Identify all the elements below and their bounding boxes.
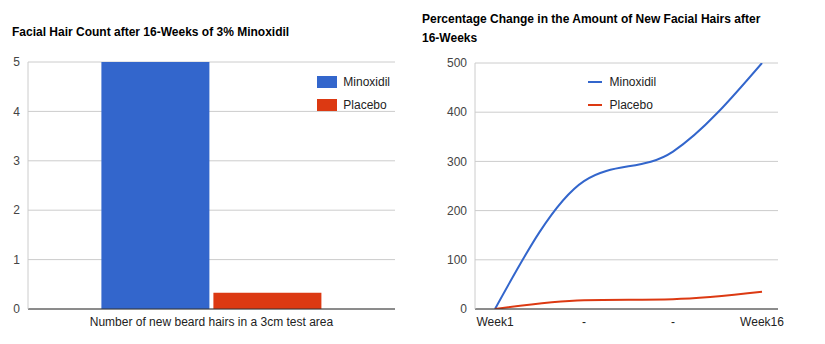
html-text:Placebo: Placebo bbox=[343, 97, 387, 112]
svg-text:Week16: Week16 bbox=[740, 315, 784, 329]
svg-text:-: - bbox=[671, 315, 675, 329]
svg-text:3: 3 bbox=[13, 154, 20, 168]
svg-text:100: 100 bbox=[447, 253, 467, 267]
svg-text:300: 300 bbox=[447, 155, 467, 169]
html-text:Minoxidil: Minoxidil bbox=[343, 74, 390, 89]
svg-text:Week1: Week1 bbox=[476, 315, 513, 329]
svg-text:1: 1 bbox=[13, 253, 20, 267]
svg-text:2: 2 bbox=[13, 203, 20, 217]
html-text:Placebo: Placebo bbox=[609, 97, 653, 112]
svg-text:-: - bbox=[582, 315, 586, 329]
html-text:Minoxidil: Minoxidil bbox=[609, 74, 657, 89]
svg-text:0: 0 bbox=[13, 302, 20, 316]
svg-text:5: 5 bbox=[13, 55, 20, 69]
svg-text:0: 0 bbox=[460, 302, 467, 316]
html-text:Facial Hair Count after 16-Wee: Facial Hair Count after 16-Weeks of 3% M… bbox=[12, 25, 290, 39]
svg-text:200: 200 bbox=[447, 204, 467, 218]
svg-text:400: 400 bbox=[447, 105, 467, 119]
svg-text:4: 4 bbox=[13, 105, 20, 119]
svg-text:Number of new beard hairs in a: Number of new beard hairs in a 3cm test … bbox=[90, 315, 334, 329]
svg-text:500: 500 bbox=[447, 56, 467, 70]
html-text:Percentage Change in the Amoun: Percentage Change in the Amount of New F… bbox=[422, 12, 761, 45]
